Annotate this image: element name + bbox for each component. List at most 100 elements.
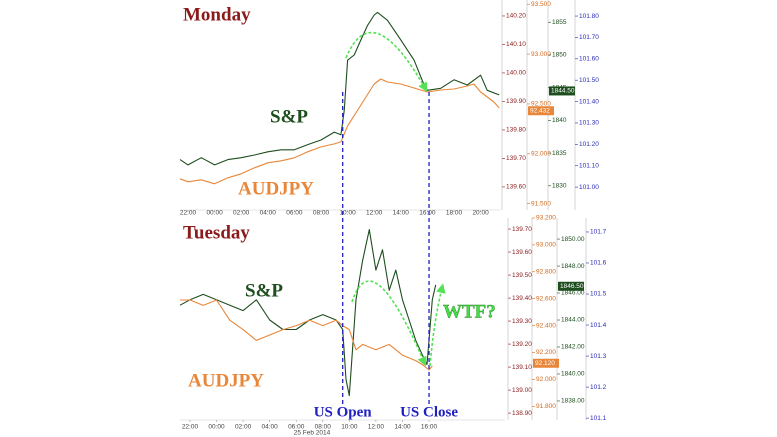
y-tick-label: 91.800 [536,403,556,410]
y-tick-label: 139.60 [512,249,532,256]
x-tick-label: 14:00 [393,210,410,217]
y-tick-label: 1830 [552,183,567,190]
y-tick-label: 139.60 [506,184,526,191]
x-tick-label: 06:00 [286,210,303,217]
y-tick-label: 139.80 [506,127,526,134]
y-tick-label: 101.80 [579,13,599,20]
y-tick-label: 139.70 [506,155,526,162]
y-tick-label: 101.30 [579,120,599,127]
y-tick-label: 101.70 [579,34,599,41]
y-tick-label: 101.20 [579,141,599,148]
y-tick-label: 101.60 [579,56,599,63]
y-tick-label: 139.70 [512,226,532,233]
x-tick-label: 10:00 [339,210,356,217]
x-tick-label: 04:00 [262,424,279,431]
series-line [179,229,437,397]
x-tick-label: 22:00 [182,424,199,431]
series-label: AUDJPY [188,370,264,391]
y-tick-label: 92.800 [536,269,556,276]
y-tick-label: 1842.00 [561,344,585,351]
y-tick-label: 138.90 [512,410,532,417]
y-tick-label: 1840 [552,117,567,124]
x-tick-label: 16:00 [421,424,438,431]
x-tick-label: 04:00 [260,210,277,217]
trend-arrow [351,280,427,367]
x-tick-label: 16:00 [419,210,436,217]
y-tick-label: 93.500 [531,1,551,8]
last-value-label: 92.432 [530,107,550,114]
y-tick-label: 101.3 [590,353,607,360]
y-tick-label: 92.400 [536,322,556,329]
y-tick-label: 91.500 [531,200,551,207]
y-tick-label: 1844.00 [561,317,585,324]
y-tick-label: 92.500 [531,101,551,108]
x-tick-label: 18:00 [446,210,463,217]
last-value-label: 1846.50 [560,283,584,290]
y-tick-label: 101.7 [590,229,607,236]
y-tick-label: 139.10 [512,364,532,371]
y-tick-label: 1855 [552,19,567,26]
series-label: S&P [270,106,308,127]
y-tick-label: 139.90 [506,98,526,105]
y-tick-label: 92.200 [536,349,556,356]
series-label: S&P [245,280,283,301]
y-tick-label: 1838.00 [561,398,585,405]
y-tick-label: 1840.00 [561,371,585,378]
trend-arrow [429,283,446,367]
x-tick-label: 02:00 [233,210,250,217]
last-value-box [558,281,584,291]
y-tick-label: 101.6 [590,260,607,267]
y-tick-label: 140.10 [506,41,526,48]
y-tick-label: 139.40 [512,295,532,302]
y-tick-label: 92.000 [536,376,556,383]
x-tick-label: 00:00 [206,210,223,217]
last-value-box [549,86,575,96]
last-value-label: 1844.50 [551,88,575,95]
y-tick-label: 139.50 [512,272,532,279]
trend-arrow [345,31,428,93]
y-tick-label: 101.1 [590,415,607,422]
y-tick-label: 101.5 [590,291,607,298]
annotation: WTF? [443,301,496,322]
x-tick-label: 12:00 [366,210,383,217]
x-tick-label: 02:00 [235,424,252,431]
y-tick-label: 93.200 [536,215,556,222]
y-tick-label: 139.20 [512,341,532,348]
panel-title: Tuesday [183,222,250,243]
x-tick-label: 10:00 [341,424,358,431]
last-value-box [528,106,554,116]
y-tick-label: 140.00 [506,70,526,77]
x-tick-label: 14:00 [394,424,411,431]
y-tick-label: 1848.00 [561,263,585,270]
y-tick-label: 1850 [552,52,567,59]
series-line [180,299,433,371]
x-tick-label: 08:00 [315,424,332,431]
event-label: US Close [400,404,458,420]
y-tick-label: 139.30 [512,318,532,325]
x-tick-label: 20:00 [472,210,489,217]
x-tick-label: 08:00 [313,210,330,217]
panel-title: Monday [183,4,251,25]
y-tick-label: 1846.00 [561,290,585,297]
y-tick-label: 92.000 [531,151,551,158]
y-tick-label: 92.600 [536,295,556,302]
y-tick-label: 101.2 [590,384,607,391]
y-tick-label: 140.20 [506,13,526,20]
series-line [179,78,500,185]
x-date-label: 25 Feb 2014 [294,430,331,437]
y-tick-label: 93.000 [531,51,551,58]
last-value-label: 92.120 [535,360,555,367]
series-line [179,11,500,166]
y-tick-label: 101.10 [579,162,599,169]
y-tick-label: 101.4 [590,322,607,329]
x-tick-label: 22:00 [180,210,197,217]
series-label: AUDJPY [238,178,314,199]
y-tick-label: 139.00 [512,387,532,394]
y-tick-label: 1850.00 [561,236,585,243]
y-tick-label: 1835 [552,150,567,157]
x-tick-label: 06:00 [288,424,305,431]
y-tick-label: 101.00 [579,184,599,191]
last-value-box [533,358,559,368]
